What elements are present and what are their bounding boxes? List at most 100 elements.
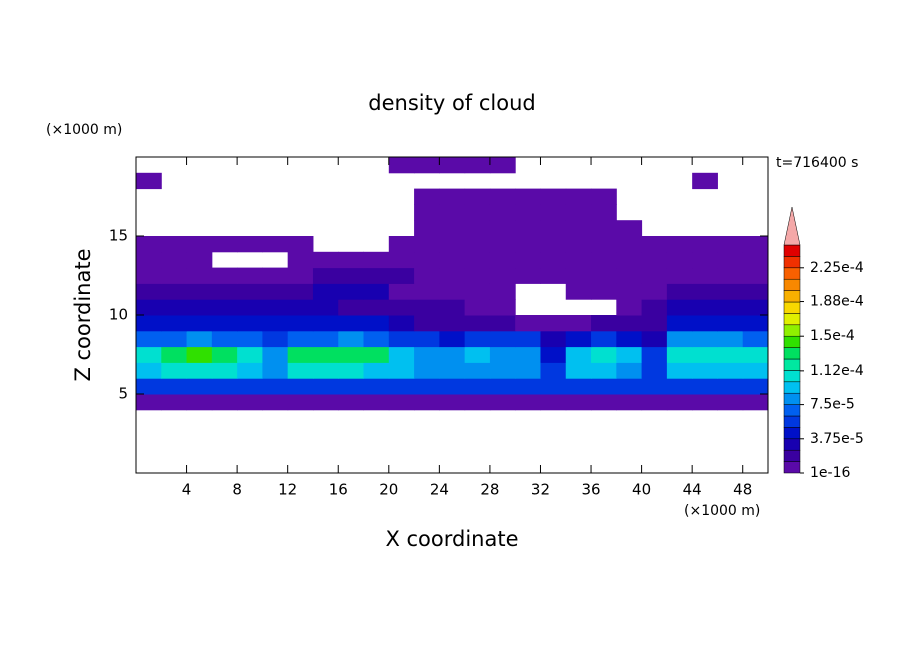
field-cell — [540, 267, 567, 284]
field-cell — [211, 236, 238, 253]
field-cell — [742, 346, 769, 363]
colorbar-tick-label: 1e-16 — [810, 465, 850, 481]
field-cell — [439, 220, 466, 237]
colorbar-box — [783, 461, 801, 474]
field-cell — [312, 251, 339, 269]
field-cell — [717, 362, 744, 379]
field-cell — [692, 251, 718, 269]
field-cell — [338, 362, 365, 379]
colorbar-box — [783, 347, 801, 360]
field-cell — [515, 220, 541, 237]
field-cell — [161, 299, 188, 316]
field-cell — [742, 394, 769, 411]
field-cell — [363, 394, 390, 411]
field-cell — [136, 315, 162, 332]
field-cell — [464, 283, 491, 300]
field-cell — [742, 236, 769, 253]
field-cell — [161, 330, 188, 348]
field-cell — [489, 267, 516, 284]
field-cell — [237, 236, 263, 253]
field-cell — [591, 283, 617, 300]
x-tick-label: 24 — [430, 481, 449, 499]
field-cell — [464, 204, 491, 221]
field-cell — [414, 251, 440, 269]
field-cell — [287, 283, 314, 300]
field-cell — [211, 378, 238, 395]
field-cell — [565, 220, 592, 237]
field-cell — [489, 378, 516, 395]
field-cell — [312, 378, 339, 395]
field-cell — [641, 267, 668, 284]
field-cell — [237, 283, 263, 300]
x-tick-label: 40 — [632, 481, 651, 499]
field-cell — [666, 283, 693, 300]
field-cell — [692, 299, 718, 316]
colorbar-box — [783, 415, 801, 428]
field-cell — [489, 204, 516, 221]
field-cell — [312, 330, 339, 348]
field-cell — [363, 315, 390, 332]
field-cell — [565, 251, 592, 269]
field-cell — [464, 346, 491, 363]
field-cell — [211, 299, 238, 316]
field-cell — [211, 362, 238, 379]
field-cell — [414, 236, 440, 253]
field-cell — [186, 394, 213, 411]
field-cell — [464, 394, 491, 411]
field-cell — [414, 346, 440, 363]
field-cell — [565, 378, 592, 395]
field-cell — [692, 267, 718, 284]
field-cell — [591, 220, 617, 237]
field-cell — [262, 378, 289, 395]
colorbar-box — [783, 358, 801, 371]
field-cell — [641, 236, 668, 253]
field-cell — [591, 378, 617, 395]
field-cell — [616, 330, 643, 348]
field-cell — [388, 378, 415, 395]
colorbar-box — [783, 381, 801, 394]
x-tick-label: 44 — [683, 481, 702, 499]
field-cell — [565, 267, 592, 284]
field-cell — [489, 315, 516, 332]
field-cell — [540, 188, 567, 205]
field-cell — [666, 362, 693, 379]
x-unit: (×1000 m) — [684, 503, 760, 519]
field-cell — [641, 394, 668, 411]
field-cell — [237, 346, 263, 363]
field-cell — [287, 299, 314, 316]
field-cell — [515, 378, 541, 395]
field-cell — [439, 157, 466, 174]
field-cell — [287, 267, 314, 284]
field-cell — [717, 299, 744, 316]
field-cell — [464, 299, 491, 316]
field-cell — [388, 394, 415, 411]
field-cell — [237, 378, 263, 395]
field-cell — [186, 346, 213, 363]
subtitle: t=716400 s — [776, 155, 858, 171]
field-cell — [211, 394, 238, 411]
field-cell — [616, 315, 643, 332]
field-cell — [464, 315, 491, 332]
field-cell — [489, 330, 516, 348]
field-cell — [591, 188, 617, 205]
field-cell — [136, 251, 162, 269]
field-cell — [414, 378, 440, 395]
field-cell — [717, 236, 744, 253]
field-cell — [388, 157, 415, 174]
y-tick-label: 5 — [118, 385, 128, 403]
field-cell — [717, 283, 744, 300]
field-cell — [540, 378, 567, 395]
colorbar-tick-label: 2.25e-4 — [810, 260, 864, 276]
field-cell — [312, 267, 339, 284]
field-cell — [489, 251, 516, 269]
field-cell — [692, 330, 718, 348]
field-cell — [136, 236, 162, 253]
field-cell — [287, 346, 314, 363]
field-cell — [161, 236, 188, 253]
field-cell — [616, 236, 643, 253]
field-cell — [464, 378, 491, 395]
field-cell — [388, 251, 415, 269]
x-tick-label: 36 — [581, 481, 600, 499]
field-cell — [414, 283, 440, 300]
field-cell — [136, 283, 162, 300]
